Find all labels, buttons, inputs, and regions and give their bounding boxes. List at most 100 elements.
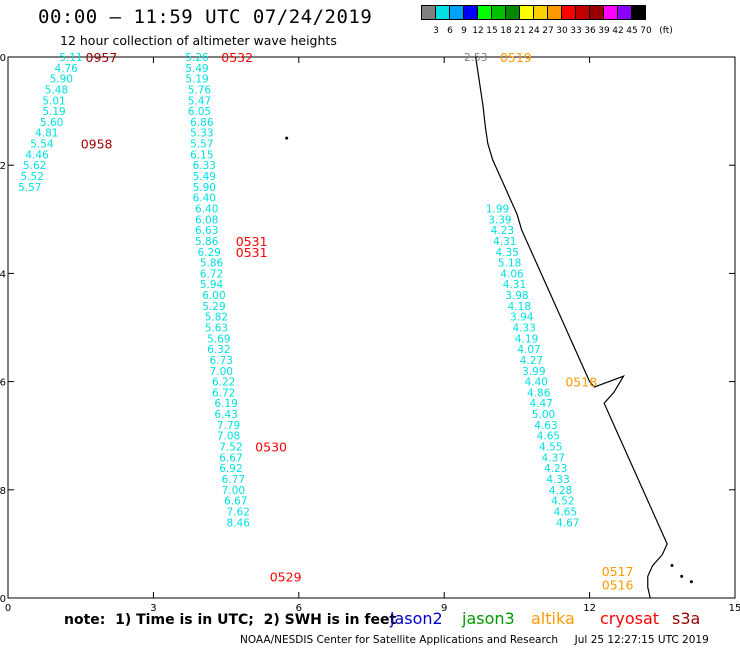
island-marker <box>285 136 289 140</box>
y-tick-label: -4 <box>0 269 6 280</box>
wave-height-label: 5.48 <box>45 84 68 96</box>
wave-height-label: 5.69 <box>207 333 230 345</box>
wave-height-label: 4.06 <box>500 268 524 280</box>
x-tick-label: 6 <box>296 603 302 614</box>
wave-height-label: 6.05 <box>188 106 211 118</box>
wave-height-label: 5.26 <box>185 52 209 64</box>
wave-height-label: 4.23 <box>544 463 567 475</box>
wave-height-label: 4.55 <box>539 442 562 454</box>
wave-height-label: 3.39 <box>488 214 511 226</box>
wave-height-label: 4.46 <box>25 149 49 161</box>
color-scale-label: 42 <box>612 26 624 36</box>
wave-height-label: 4.81 <box>35 128 58 140</box>
wave-height-label: 4.31 <box>493 236 516 248</box>
wave-height-label: 4.28 <box>549 485 572 497</box>
wave-height-label: 6.08 <box>195 214 218 226</box>
pass-time-label: 0516 <box>602 577 634 592</box>
color-scale-label: 27 <box>542 26 554 36</box>
color-scale-label: (ft) <box>659 26 673 36</box>
wave-height-label: 5.94 <box>200 279 224 291</box>
wave-height-label: 4.19 <box>515 333 538 345</box>
color-scale-label: 45 <box>626 26 638 36</box>
wave-height-label: 4.37 <box>542 452 565 464</box>
wave-height-label: 5.54 <box>30 139 54 151</box>
wave-height-label: 1.99 <box>486 203 509 215</box>
wave-height-label: 3.98 <box>505 290 528 302</box>
wave-height-label: 7.79 <box>217 420 240 432</box>
wave-height-label: 7.00 <box>222 485 245 497</box>
island-marker <box>689 580 693 584</box>
wave-height-label: 6.63 <box>195 225 218 237</box>
pass-time-label: 0532 <box>221 50 253 65</box>
wave-height-label: 6.92 <box>219 463 242 475</box>
wave-height-label: 6.32 <box>207 344 230 356</box>
color-scale-label: 9 <box>461 26 467 36</box>
color-scale-label: 6 <box>447 26 453 36</box>
wave-height-label: 2.53 <box>464 52 487 64</box>
wave-height-label: 7.52 <box>219 442 242 454</box>
wave-height-label: 5.11 <box>59 52 82 64</box>
footer-credit: NOAA/NESDIS Center for Satellite Applica… <box>240 634 709 646</box>
wave-height-label: 5.33 <box>190 128 213 140</box>
coastline <box>475 56 668 599</box>
color-scale-label: 70 <box>640 26 652 36</box>
page-title: 00:00 – 11:59 UTC 07/24/2019 <box>38 6 373 28</box>
wave-height-label: 6.33 <box>193 160 216 172</box>
x-tick-label: 9 <box>441 603 447 614</box>
island-marker <box>680 574 684 578</box>
wave-height-label: 4.23 <box>491 225 514 237</box>
y-tick-label: 0 <box>0 53 6 64</box>
wave-height-label: 4.65 <box>554 506 577 518</box>
pass-time-label: 0517 <box>602 564 634 579</box>
wave-height-label: 6.29 <box>197 247 220 259</box>
footer-note: note: 1) Time is in UTC; 2) SWH is in fe… <box>64 612 397 628</box>
wave-height-label: 5.86 <box>200 258 224 270</box>
wave-height-label: 4.33 <box>546 474 569 486</box>
color-scale-label: 36 <box>584 26 596 36</box>
page-subtitle: 12 hour collection of altimeter wave hei… <box>60 33 337 48</box>
legend-item: cryosat <box>600 609 660 628</box>
color-scale-label: 15 <box>486 26 498 36</box>
wave-height-label: 5.60 <box>40 117 63 129</box>
wave-height-label: 5.01 <box>42 95 65 107</box>
wave-height-label: 6.72 <box>200 268 223 280</box>
wave-height-label: 4.40 <box>525 377 548 389</box>
wave-height-label: 5.86 <box>195 236 219 248</box>
pass-time-label: 0518 <box>565 375 597 390</box>
wave-height-label: 5.18 <box>498 258 521 270</box>
wave-height-label: 5.19 <box>185 74 208 86</box>
wave-height-label: 5.57 <box>18 182 41 194</box>
wave-height-label: 4.52 <box>551 496 574 508</box>
pass-time-label: 0958 <box>81 137 113 152</box>
wave-height-label: 5.62 <box>23 160 46 172</box>
wave-height-label: 4.63 <box>534 420 557 432</box>
x-tick-label: 12 <box>583 603 596 614</box>
wave-height-label: 4.31 <box>503 279 526 291</box>
wave-height-label: 4.65 <box>537 431 560 443</box>
y-tick-label: -10 <box>0 594 6 605</box>
wave-height-label: 5.29 <box>202 301 225 313</box>
pass-time-label: 0529 <box>270 569 302 584</box>
wave-height-label: 4.35 <box>496 247 519 259</box>
color-scale-label: 24 <box>528 26 540 36</box>
wave-height-label: 7.62 <box>227 506 250 518</box>
wave-height-label: 6.00 <box>202 290 225 302</box>
wave-height-label: 5.49 <box>193 171 216 183</box>
wave-height-label: 6.73 <box>210 355 233 367</box>
wave-height-label: 5.76 <box>188 84 212 96</box>
x-tick-label: 0 <box>5 603 11 614</box>
wave-height-label: 6.77 <box>222 474 245 486</box>
wave-height-label: 7.00 <box>210 366 233 378</box>
wave-height-label: 6.22 <box>212 377 235 389</box>
wave-height-label: 6.15 <box>190 149 213 161</box>
wave-height-label: 5.47 <box>188 95 211 107</box>
wave-height-label: 8.46 <box>227 517 251 529</box>
wave-height-label: 6.67 <box>219 452 242 464</box>
wave-height-label: 7.08 <box>217 431 240 443</box>
pass-time-label: 0530 <box>255 440 287 455</box>
wave-height-label: 5.49 <box>185 63 208 75</box>
color-scale-label: 18 <box>500 26 512 36</box>
legend-item: altika <box>531 609 575 628</box>
x-tick-label: 15 <box>729 603 740 614</box>
plot-frame <box>7 56 736 599</box>
